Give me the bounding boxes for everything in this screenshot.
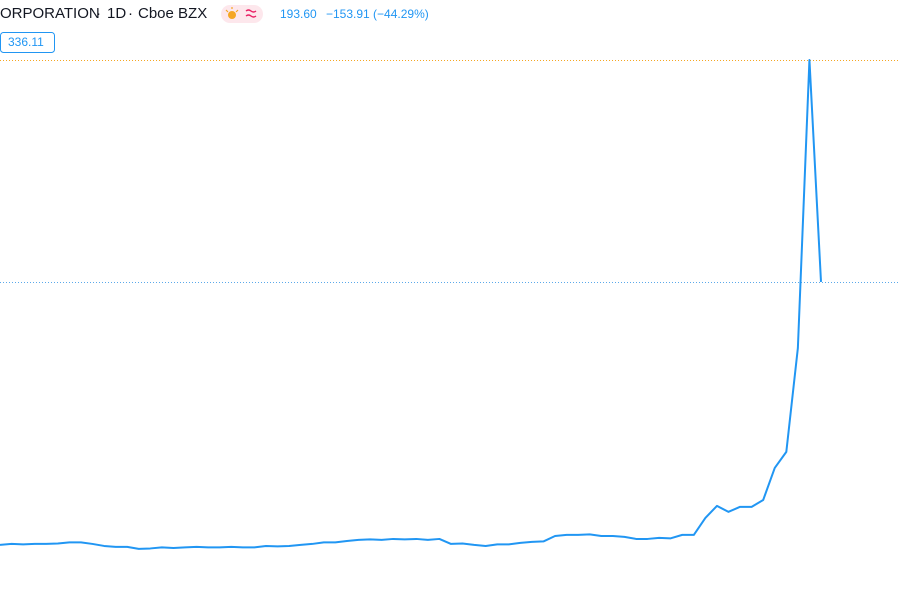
- interval: 1D: [107, 5, 126, 22]
- high-label: 336.11: [8, 35, 44, 49]
- symbol: ORPORATION: [0, 5, 100, 22]
- sun-rays: [225, 7, 239, 13]
- price-change: −153.91 (−44.29%): [326, 7, 429, 21]
- badge: [221, 5, 263, 23]
- wave-icon: [245, 9, 257, 18]
- exchange: Cboe BZX: [138, 5, 207, 22]
- last-price: 193.60: [280, 7, 317, 21]
- price-line: [0, 58, 822, 550]
- high-label-box: [0, 32, 55, 53]
- sun-icon: [228, 11, 236, 19]
- separator: ·: [96, 5, 101, 22]
- status-badges: [221, 5, 263, 23]
- separator: ·: [128, 5, 133, 22]
